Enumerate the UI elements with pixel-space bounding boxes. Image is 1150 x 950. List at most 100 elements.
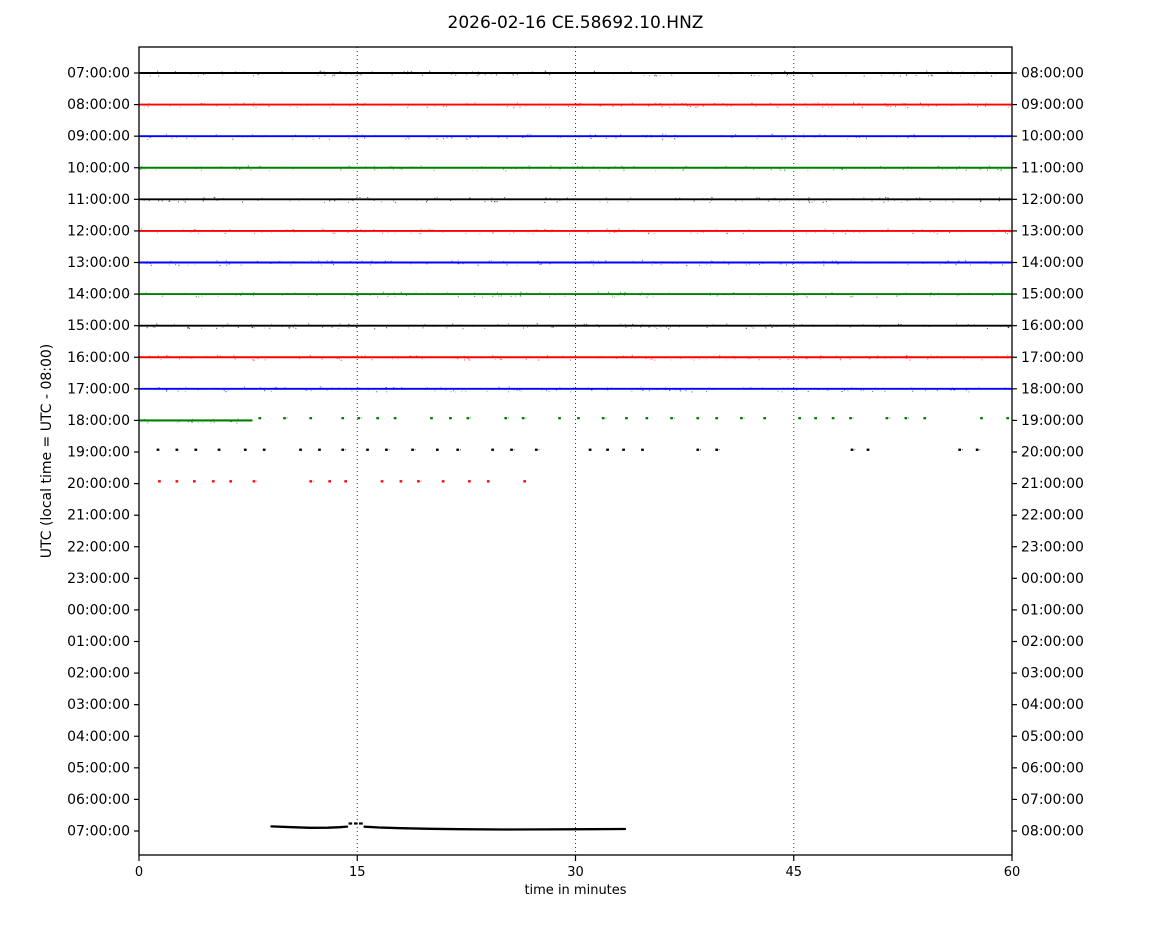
noise-speck [368,198,370,200]
noise-speck [956,295,958,297]
noise-speck [986,327,989,330]
noise-speck [418,71,420,74]
data-dot [601,417,605,420]
noise-speck [559,293,561,295]
noise-speck [910,134,912,136]
noise-speck [345,74,347,76]
noise-speck [579,135,581,137]
noise-speck [651,264,653,266]
noise-speck [640,386,642,388]
data-dot [513,449,515,451]
noise-speck [907,137,909,139]
noise-speck [518,389,520,391]
noise-speck [940,199,942,201]
x-tick-label: 45 [785,865,802,880]
noise-speck [952,387,954,389]
noise-speck [905,292,907,294]
noise-speck [649,326,651,328]
noise-speck [616,357,618,359]
noise-speck [279,325,281,327]
noise-speck [350,73,352,75]
noise-speck [922,104,924,106]
noise-speck [586,323,588,325]
noise-speck [825,200,828,203]
data-dot [466,417,470,420]
noise-speck [540,198,542,200]
noise-speck [339,198,341,200]
noise-speck [433,169,435,171]
noise-speck [194,229,196,231]
noise-speck [554,294,556,296]
noise-speck [279,260,281,262]
noise-speck [632,323,634,325]
noise-speck [594,135,597,137]
noise-speck [537,260,539,262]
noise-speck [454,391,456,393]
data-dot [380,480,384,483]
y-tick-label-local: 16:00:00 [1021,318,1084,334]
noise-speck [674,102,676,104]
noise-speck [308,296,310,298]
noise-speck [394,232,396,234]
noise-speck [583,323,585,325]
noise-speck [558,261,560,263]
noise-speck [823,356,825,358]
noise-speck [362,104,364,106]
noise-speck [340,169,342,171]
noise-speck [457,358,459,360]
noise-speck [191,418,193,420]
noise-speck [913,134,915,136]
noise-speck [998,228,1000,230]
noise-speck [841,356,843,358]
noise-speck [146,327,148,329]
noise-speck [814,231,816,233]
noise-speck [465,232,467,234]
noise-speck [581,167,583,169]
noise-speck [434,390,436,392]
noise-speck [841,168,843,170]
noise-speck [373,229,375,231]
data-dot [979,449,981,451]
noise-speck [607,72,609,74]
data-dot [718,449,721,451]
noise-speck [320,70,322,72]
noise-speck [979,198,981,200]
noise-speck [845,169,848,171]
noise-speck [548,390,550,393]
noise-speck [422,327,424,329]
data-dot [975,448,979,451]
noise-speck [656,75,658,77]
noise-speck [142,262,144,264]
y-tick-label-utc: 13:00:00 [67,255,130,271]
noise-speck [932,357,934,359]
noise-speck [336,357,339,359]
noise-speck [191,420,193,422]
noise-speck [169,200,171,202]
noise-speck [907,169,909,172]
noise-speck [232,138,234,140]
noise-speck [907,264,909,266]
noise-speck [973,324,975,326]
y-tick-label-utc: 23:00:00 [67,571,130,587]
noise-speck [693,359,695,361]
data-dot [715,417,719,420]
noise-speck [847,262,849,264]
noise-speck [416,355,418,357]
noise-speck [240,294,242,296]
noise-speck [760,135,762,137]
noise-speck [700,231,703,233]
noise-speck [296,106,298,108]
noise-speck [386,261,389,263]
noise-speck [988,104,990,106]
noise-speck [237,418,239,420]
y-tick-label-local: 07:00:00 [1021,792,1084,808]
noise-speck [359,73,361,75]
noise-speck [685,165,687,167]
noise-speck [884,390,886,392]
noise-speck [759,198,761,200]
noise-speck [351,325,353,327]
noise-speck [880,74,882,77]
y-tick-label-local: 02:00:00 [1021,634,1084,650]
noise-speck [486,390,488,392]
